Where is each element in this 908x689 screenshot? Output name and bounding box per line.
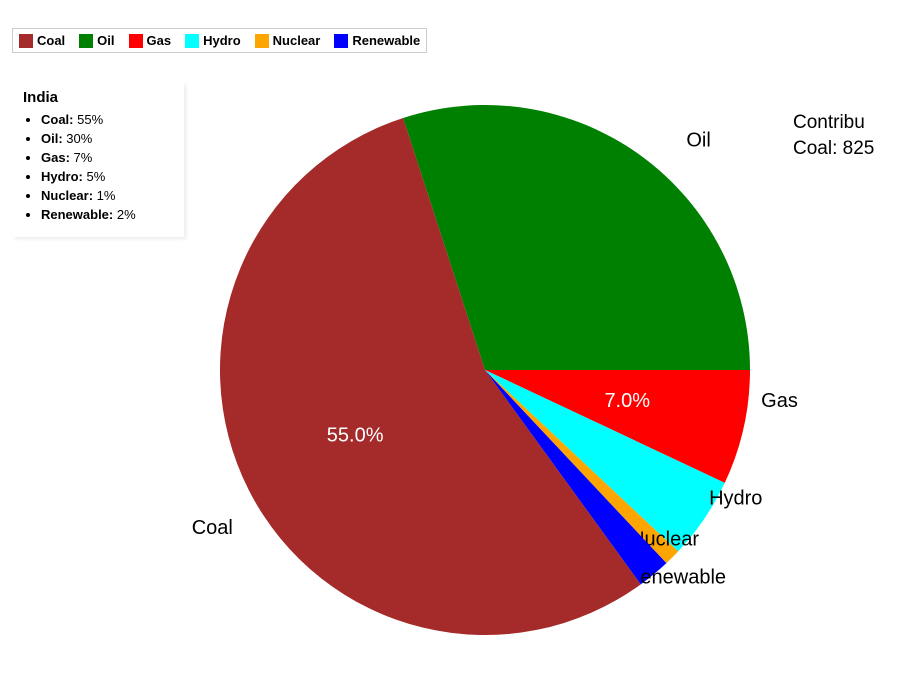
side-text-line2: Coal: 825 [793, 136, 908, 162]
info-panel-list: Coal: 55% Oil: 30% Gas: 7% Hydro: 5% Nuclear… [23, 112, 173, 222]
info-item-value: 1% [93, 188, 115, 203]
info-item: Hydro: 5% [41, 169, 173, 184]
info-panel: India Coal: 55% Oil: 30% Gas: 7% Hydro: 5% N… [12, 82, 184, 237]
info-panel-title: India [23, 89, 173, 106]
legend-item: Renewable [334, 33, 420, 48]
pie-slice-label: enewable [640, 566, 726, 588]
legend-swatch [19, 34, 33, 48]
legend-swatch [129, 34, 143, 48]
side-text-line1: Contribu [793, 110, 908, 136]
legend-swatch [79, 34, 93, 48]
info-item-value: 7% [70, 150, 92, 165]
legend-label: Nuclear [273, 33, 321, 48]
legend-label: Oil [97, 33, 114, 48]
info-item-name: Hydro: [41, 169, 83, 184]
side-text: Contribu Coal: 825 [793, 110, 908, 161]
legend-item: Nuclear [255, 33, 321, 48]
info-item-value: 5% [83, 169, 105, 184]
pie-slice-label: Hydro [709, 487, 762, 509]
legend-item: Oil [79, 33, 114, 48]
info-item-value: 30% [63, 131, 93, 146]
legend-top: Coal Oil Gas Hydro Nuclear Renewable [12, 28, 427, 53]
pie-pct-label: 7.0% [604, 390, 650, 412]
legend-item: Coal [19, 33, 65, 48]
info-item: Coal: 55% [41, 112, 173, 127]
legend-label: Hydro [203, 33, 241, 48]
info-item: Gas: 7% [41, 150, 173, 165]
info-item: Renewable: 2% [41, 207, 173, 222]
info-item-value: 55% [74, 112, 104, 127]
info-item-name: Nuclear: [41, 188, 93, 203]
legend-label: Renewable [352, 33, 420, 48]
legend-label: Coal [37, 33, 65, 48]
legend-swatch [334, 34, 348, 48]
info-item-value: 2% [113, 207, 135, 222]
info-item: Nuclear: 1% [41, 188, 173, 203]
pie-slice-label: Gas [761, 390, 798, 412]
pie-slice-label: Oil [686, 129, 710, 151]
pie-chart: Oil7.0%GasHydroNuclearenewable55.0%Coal [185, 90, 785, 670]
info-item-name: Oil: [41, 131, 63, 146]
legend-label: Gas [147, 33, 172, 48]
pie-slice-label: Coal [192, 517, 233, 539]
info-item-name: Renewable: [41, 207, 113, 222]
info-item: Oil: 30% [41, 131, 173, 146]
info-item-name: Coal: [41, 112, 74, 127]
legend-item: Hydro [185, 33, 241, 48]
pie-pct-label: 55.0% [327, 424, 384, 446]
legend-item: Gas [129, 33, 172, 48]
info-item-name: Gas: [41, 150, 70, 165]
legend-swatch [255, 34, 269, 48]
legend-swatch [185, 34, 199, 48]
